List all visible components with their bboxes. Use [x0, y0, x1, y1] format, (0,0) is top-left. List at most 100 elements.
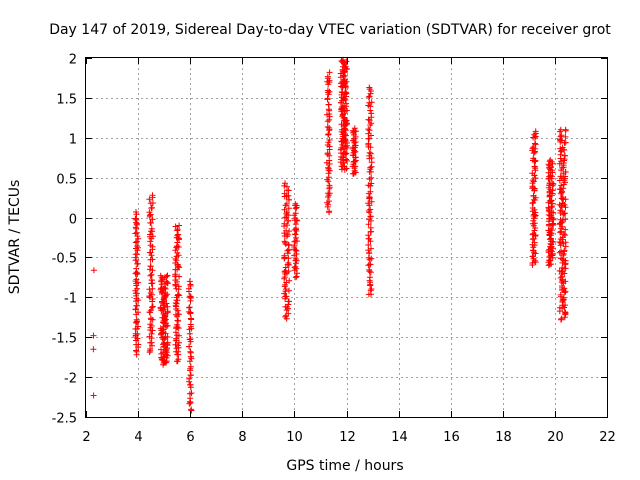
data-point — [338, 121, 345, 128]
y-tick-label: -2 — [64, 372, 77, 387]
data-point — [529, 170, 536, 177]
data-point — [187, 363, 194, 370]
data-point — [149, 267, 156, 274]
data-point — [367, 213, 374, 220]
data-point — [134, 331, 141, 337]
data-points — [90, 56, 569, 414]
data-point — [547, 180, 554, 187]
data-point — [530, 178, 537, 185]
plot-frame — [85, 57, 608, 418]
data-point — [366, 149, 373, 156]
data-point — [550, 216, 557, 223]
data-point — [342, 90, 349, 97]
data-point — [281, 182, 288, 189]
data-point — [187, 348, 194, 355]
data-point — [326, 152, 333, 159]
data-point — [159, 334, 166, 341]
data-point — [164, 339, 171, 346]
data-point — [531, 196, 538, 203]
data-point — [530, 193, 537, 199]
data-point — [366, 250, 373, 257]
data-point — [532, 130, 539, 137]
data-point — [365, 102, 372, 109]
y-axis-label: SDTVAR / TECUs — [7, 180, 23, 295]
y-tick-label: 1 — [69, 133, 77, 148]
y-tick-label: 0 — [69, 213, 77, 228]
data-point — [545, 249, 552, 256]
data-point — [283, 200, 290, 207]
data-point — [174, 332, 181, 339]
data-point — [186, 293, 193, 300]
data-point — [148, 277, 155, 283]
data-point — [366, 93, 373, 100]
data-point — [286, 287, 292, 294]
data-point — [558, 189, 565, 196]
data-point — [133, 348, 140, 355]
data-point — [351, 125, 358, 132]
data-point — [341, 163, 348, 170]
data-point — [172, 223, 179, 230]
data-point — [562, 152, 568, 159]
data-point — [557, 133, 564, 140]
data-point — [530, 155, 537, 162]
data-point — [559, 200, 566, 207]
data-point — [368, 99, 375, 106]
data-point — [529, 231, 536, 238]
data-point — [352, 133, 359, 140]
data-point — [147, 272, 154, 279]
data-point — [559, 234, 566, 241]
data-point — [282, 241, 289, 248]
data-point — [560, 185, 567, 192]
data-point — [174, 232, 181, 239]
data-point — [367, 188, 374, 195]
data-point — [285, 298, 292, 305]
data-point — [558, 132, 565, 139]
data-point — [283, 312, 290, 319]
data-point — [342, 97, 349, 103]
data-point — [149, 200, 156, 206]
data-point — [365, 232, 372, 239]
data-point — [341, 69, 348, 76]
data-point — [532, 175, 539, 182]
data-point — [173, 345, 180, 352]
data-point — [325, 164, 332, 171]
data-point — [326, 143, 333, 150]
data-point — [149, 192, 156, 199]
data-point — [148, 220, 154, 226]
data-point — [293, 234, 299, 241]
data-point — [292, 247, 299, 254]
data-point — [291, 264, 298, 271]
data-point — [90, 392, 97, 399]
data-point — [549, 221, 556, 227]
data-point — [367, 261, 374, 268]
data-point — [281, 220, 288, 227]
data-point — [158, 274, 165, 281]
y-tick-label: -0.5 — [52, 252, 77, 267]
data-point — [281, 190, 288, 197]
data-point — [558, 248, 564, 255]
data-point — [284, 222, 291, 229]
data-point — [342, 89, 348, 96]
data-point — [324, 73, 331, 80]
data-point — [147, 263, 154, 270]
data-point — [186, 375, 193, 382]
data-point — [366, 135, 373, 142]
data-point — [561, 247, 568, 254]
data-point — [368, 245, 374, 252]
data-point — [545, 161, 552, 168]
data-point — [175, 318, 182, 324]
y-tick-label: 1.5 — [56, 93, 77, 108]
data-point — [562, 226, 569, 233]
data-point — [560, 294, 567, 301]
data-point — [343, 150, 350, 157]
data-point — [281, 238, 288, 245]
data-point — [133, 238, 140, 245]
data-point — [282, 286, 289, 293]
data-point — [367, 206, 374, 213]
data-point — [148, 225, 155, 232]
data-point — [325, 101, 332, 108]
data-point — [339, 113, 346, 120]
data-point — [367, 164, 374, 171]
data-point — [149, 303, 156, 310]
data-point — [172, 247, 179, 254]
